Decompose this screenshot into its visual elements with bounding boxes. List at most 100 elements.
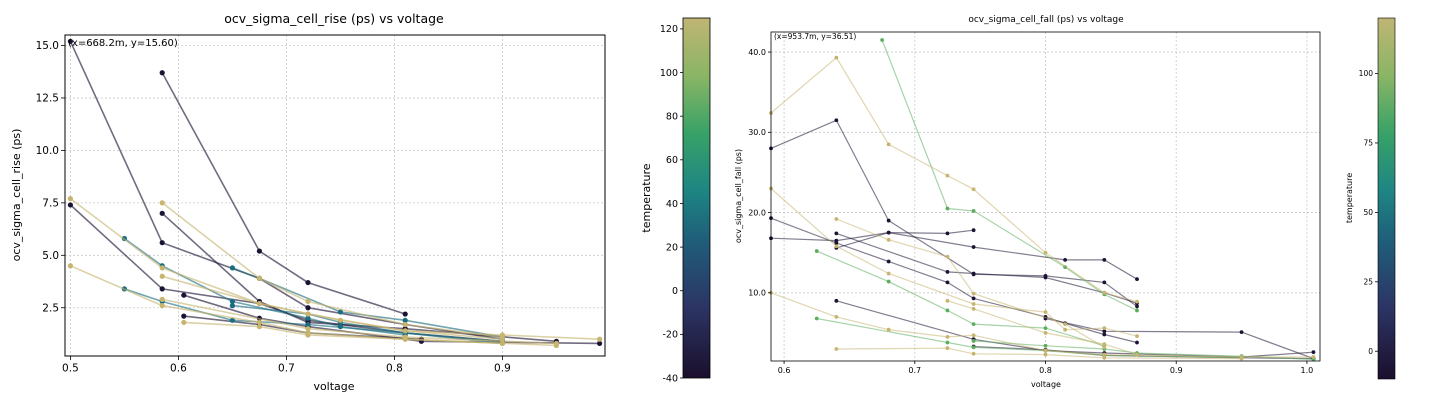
fall-data-point: [971, 228, 976, 233]
rise-data-point: [305, 305, 311, 311]
rise-y-tick-label: 2.5: [42, 302, 59, 314]
fall-x-tick-label: 1.0: [1301, 366, 1314, 375]
fall-series-line-9: [816, 317, 1242, 359]
fall-series-line-12: [770, 56, 1138, 303]
rise-data-point: [67, 196, 73, 202]
fall-series-line-14: [836, 218, 1105, 348]
rise-x-tick-label: 0.8: [386, 363, 403, 375]
fall-data-point: [834, 244, 839, 249]
rise-data-point: [181, 292, 187, 298]
fall-y-tick-label: 40.0: [748, 48, 766, 57]
fall-x-axis-label: voltage: [1031, 380, 1061, 389]
fall-data-point: [1102, 280, 1107, 285]
fall-data-point: [971, 245, 976, 249]
fall-gridlines: [771, 32, 1320, 361]
rise-data-point: [67, 202, 73, 208]
rise-series-line-11: [161, 202, 503, 338]
fall-data-point: [886, 142, 891, 147]
fall-data-point: [886, 230, 891, 235]
fall-data-point: [1239, 356, 1244, 361]
fall-data-point: [971, 271, 976, 276]
fall-data-point: [1043, 348, 1048, 353]
fall-data-point: [886, 279, 891, 284]
rise-data-point: [159, 273, 165, 279]
fall-data-point: [886, 259, 891, 264]
rise-y-tick-label: 5.0: [42, 250, 59, 262]
fall-data-point: [1043, 326, 1048, 330]
fall-series-line-4: [836, 229, 974, 249]
fall-data-point: [1102, 355, 1107, 360]
fall-data-point: [945, 254, 950, 259]
rise-colorbar-tick-label: 60: [666, 155, 678, 166]
fall-data-point: [971, 291, 976, 296]
fall-y-tick-label: 20.0: [748, 208, 766, 217]
rise-data-point: [305, 326, 311, 332]
rise-data-point: [229, 317, 235, 323]
fall-data-point: [886, 327, 891, 332]
rise-y-tick-label: 12.5: [36, 93, 59, 105]
fall-data-point: [945, 270, 950, 274]
fall-data-point: [880, 38, 885, 42]
rise-data-point: [229, 265, 235, 271]
fall-data-point: [1063, 257, 1068, 262]
fall-data-point: [1135, 299, 1139, 304]
rise-x-axis-label: voltage: [313, 380, 354, 393]
fall-series-group: [769, 38, 1316, 362]
fall-x-tick-label: 0.9: [1170, 366, 1183, 375]
fall-data-point: [1135, 334, 1139, 339]
fall-data-point: [971, 351, 976, 356]
fall-data-point: [971, 306, 976, 311]
fall-data-point: [971, 345, 976, 350]
rise-data-point: [159, 200, 165, 206]
rise-data-point: [67, 263, 73, 269]
rise-data-point: [499, 340, 505, 347]
rise-colorbar-tick-label: 120: [660, 24, 678, 35]
fall-data-point: [1311, 355, 1316, 359]
fall-data-point: [945, 206, 950, 211]
rise-data-point: [256, 248, 262, 254]
rise-data-point: [256, 300, 262, 307]
rise-colorbar-tick-label: -20: [662, 330, 678, 341]
rise-colorbar-tick-label: 80: [666, 112, 678, 123]
rise-data-point: [305, 298, 311, 305]
rise-cursor-readout: (x=668.2m, y=15.60): [68, 38, 178, 49]
rise-x-ticks: 0.5 0.6 0.7 0.8 0.9: [62, 356, 511, 375]
fall-colorbar-tick-label: 0: [1368, 347, 1373, 356]
fall-data-point: [886, 237, 891, 242]
rise-data-point: [181, 319, 187, 326]
rise-chart-title: ocv_sigma_cell_rise (ps) vs voltage: [224, 11, 444, 26]
fall-data-point: [945, 335, 950, 339]
fall-data-point: [1102, 257, 1107, 262]
fall-data-point: [834, 238, 839, 243]
fall-colorbar: 0 25 50 75 100 temperature: [1345, 17, 1396, 380]
fall-data-point: [1102, 332, 1107, 337]
fall-colorbar-tick-label: 75: [1363, 139, 1373, 148]
fall-x-tick-label: 0.6: [778, 366, 791, 375]
rise-data-point: [402, 328, 408, 334]
rise-data-point: [256, 319, 262, 326]
fall-data-point: [1102, 352, 1107, 357]
rise-data-point: [337, 309, 343, 315]
rise-y-axis-label: ocv_sigma_cell_rise (ps): [10, 129, 23, 262]
fall-data-point: [1311, 350, 1316, 355]
rise-series-line-10: [69, 197, 600, 340]
rise-y-ticks: 2.5 5.0 7.5 10.0 12.5 15.0: [36, 40, 65, 314]
rise-data-point: [305, 315, 311, 321]
fall-series-line-7: [1045, 317, 1314, 360]
fall-data-point: [1043, 250, 1048, 255]
rise-data-point: [256, 275, 262, 281]
rise-data-point: [159, 240, 165, 246]
rise-series-line-1: [161, 72, 406, 315]
fall-data-point: [1135, 304, 1139, 309]
rise-data-point: [181, 313, 187, 319]
rise-data-point: [256, 324, 262, 330]
fall-data-point: [1102, 329, 1107, 334]
fall-data-point: [971, 187, 976, 192]
fall-colorbar-label: temperature: [1345, 173, 1354, 223]
rise-x-tick-label: 0.6: [170, 363, 187, 375]
rise-chart: ocv_sigma_cell_rise (ps) vs voltage volt…: [10, 11, 606, 393]
rise-colorbar-ticks: -40 -20 0 20 40 60 80 100 120: [660, 24, 683, 384]
fall-data-point: [971, 339, 976, 343]
rise-colorbar-tick-label: -40: [662, 373, 678, 384]
fall-colorbar-gradient: [1377, 17, 1396, 380]
